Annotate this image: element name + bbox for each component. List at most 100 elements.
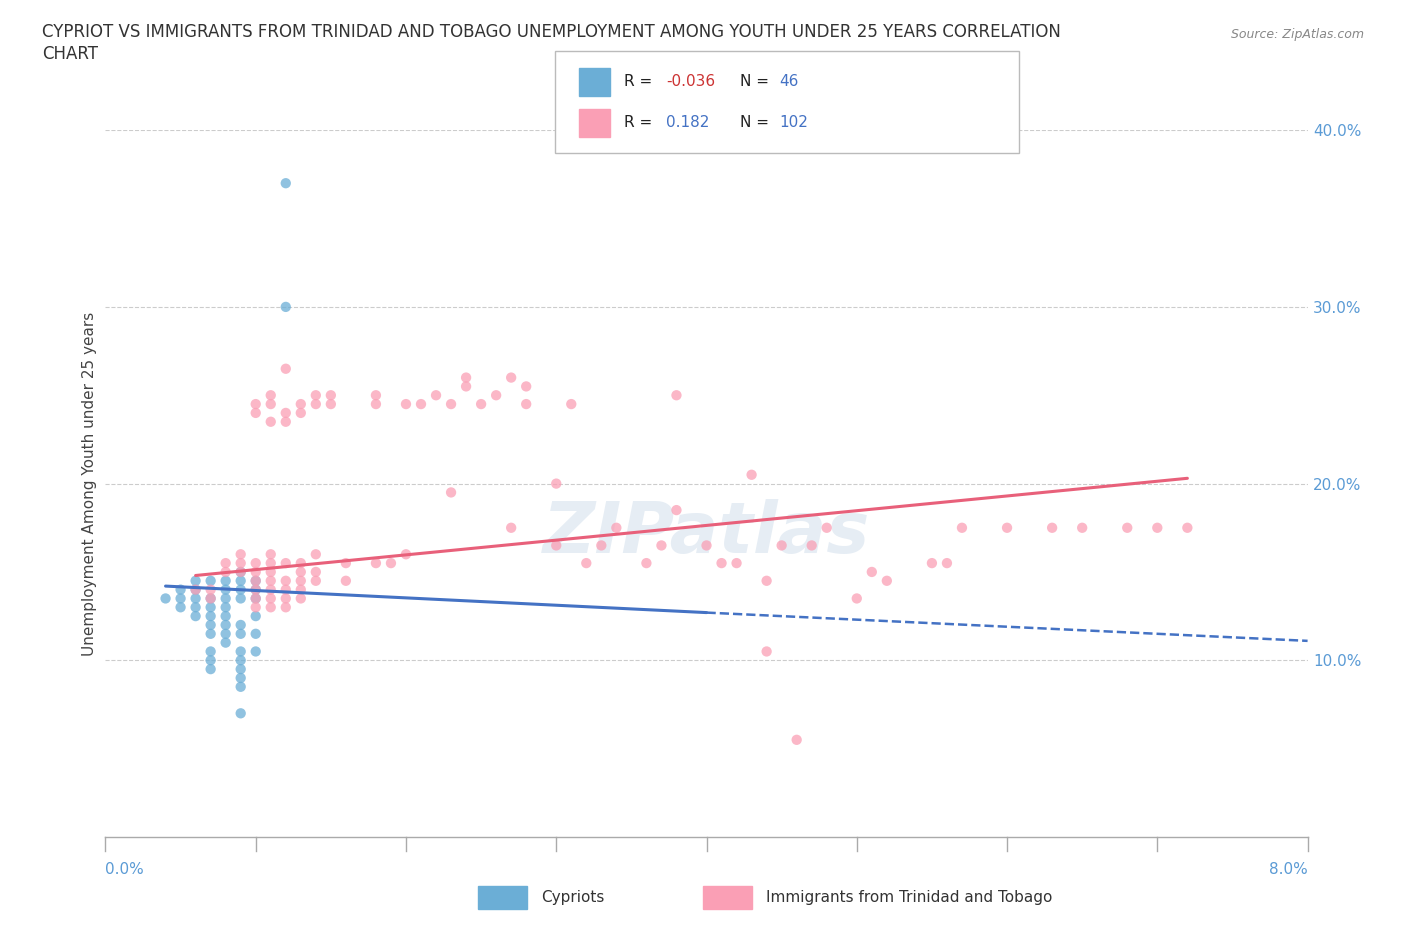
Point	[470, 397, 492, 412]
Text: CYPRIOT VS IMMIGRANTS FROM TRINIDAD AND TOBAGO UNEMPLOYMENT AMONG YOUTH UNDER 25: CYPRIOT VS IMMIGRANTS FROM TRINIDAD AND …	[42, 23, 1062, 41]
Point	[229, 671, 252, 685]
Point	[950, 521, 973, 536]
Y-axis label: Unemployment Among Youth under 25 years: Unemployment Among Youth under 25 years	[82, 312, 97, 656]
Point	[214, 573, 236, 589]
Point	[184, 609, 207, 624]
Text: 8.0%: 8.0%	[1268, 862, 1308, 877]
Point	[274, 573, 297, 589]
Point	[591, 538, 613, 552]
Point	[876, 573, 898, 589]
Point	[995, 521, 1018, 536]
Point	[815, 521, 838, 536]
Point	[200, 609, 222, 624]
Point	[245, 556, 267, 571]
Point	[245, 600, 267, 615]
Point	[260, 547, 283, 562]
Point	[319, 388, 342, 403]
Text: -0.036: -0.036	[666, 74, 716, 89]
Point	[305, 565, 328, 579]
Point	[755, 573, 778, 589]
Point	[229, 618, 252, 632]
Point	[169, 591, 191, 606]
Point	[1071, 521, 1094, 536]
Point	[229, 662, 252, 677]
Point	[696, 538, 718, 552]
Point	[800, 538, 823, 552]
Point	[184, 582, 207, 597]
Point	[214, 600, 236, 615]
Point	[440, 485, 463, 500]
Point	[290, 405, 312, 420]
Point	[290, 556, 312, 571]
Text: N =: N =	[740, 115, 773, 130]
Point	[229, 644, 252, 659]
Point	[229, 627, 252, 642]
Point	[305, 573, 328, 589]
Point	[184, 591, 207, 606]
Point	[364, 397, 387, 412]
Text: R =: R =	[624, 115, 658, 130]
Text: Source: ZipAtlas.com: Source: ZipAtlas.com	[1230, 28, 1364, 41]
Point	[200, 644, 222, 659]
Point	[229, 565, 252, 579]
Point	[229, 591, 252, 606]
Point	[755, 644, 778, 659]
Point	[274, 405, 297, 420]
Point	[260, 582, 283, 597]
Point	[214, 627, 236, 642]
Point	[229, 679, 252, 694]
Point	[260, 591, 283, 606]
Point	[290, 591, 312, 606]
Point	[665, 388, 688, 403]
Point	[515, 397, 537, 412]
Point	[214, 618, 236, 632]
Point	[200, 582, 222, 597]
Point	[1175, 521, 1198, 536]
Point	[290, 397, 312, 412]
Point	[364, 556, 387, 571]
Point	[155, 591, 177, 606]
Point	[770, 538, 793, 552]
Point	[605, 521, 627, 536]
Point	[274, 362, 297, 377]
Text: ZIPatlas: ZIPatlas	[543, 498, 870, 567]
Point	[169, 582, 191, 597]
Point	[200, 618, 222, 632]
Point	[260, 573, 283, 589]
Point	[936, 556, 959, 571]
Point	[274, 176, 297, 191]
Point	[440, 397, 463, 412]
Point	[305, 397, 328, 412]
Point	[741, 468, 763, 483]
Text: R =: R =	[624, 74, 658, 89]
Point	[560, 397, 582, 412]
Point	[395, 547, 418, 562]
Point	[200, 653, 222, 668]
Point	[409, 397, 432, 412]
Point	[200, 591, 222, 606]
Text: Immigrants from Trinidad and Tobago: Immigrants from Trinidad and Tobago	[766, 890, 1053, 905]
Point	[245, 397, 267, 412]
Point	[229, 582, 252, 597]
Point	[290, 565, 312, 579]
Point	[260, 397, 283, 412]
Point	[860, 565, 883, 579]
Point	[245, 405, 267, 420]
Point	[305, 388, 328, 403]
Point	[274, 299, 297, 314]
Text: CHART: CHART	[42, 45, 98, 62]
Point	[229, 565, 252, 579]
Point	[1116, 521, 1139, 536]
Point	[364, 388, 387, 403]
Point	[214, 565, 236, 579]
Point	[260, 415, 283, 430]
Point	[319, 397, 342, 412]
Point	[245, 582, 267, 597]
Text: 102: 102	[779, 115, 808, 130]
Point	[200, 573, 222, 589]
Point	[501, 521, 523, 536]
Point	[921, 556, 943, 571]
Point	[184, 582, 207, 597]
Point	[425, 388, 447, 403]
Text: 0.182: 0.182	[666, 115, 710, 130]
